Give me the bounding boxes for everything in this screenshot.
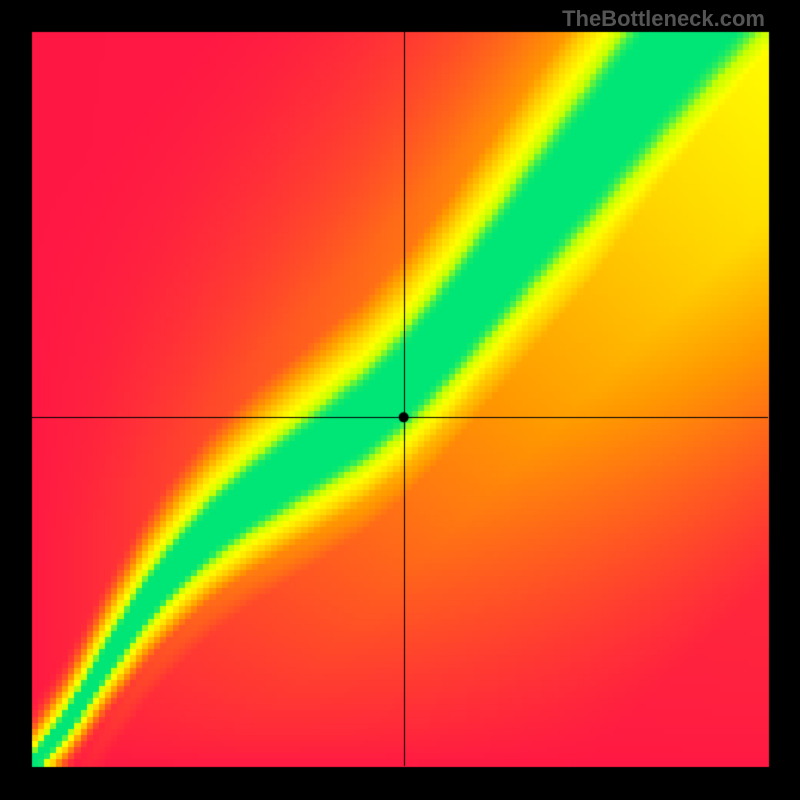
bottleneck-heatmap-canvas [0,0,800,800]
chart-container: TheBottleneck.com [0,0,800,800]
